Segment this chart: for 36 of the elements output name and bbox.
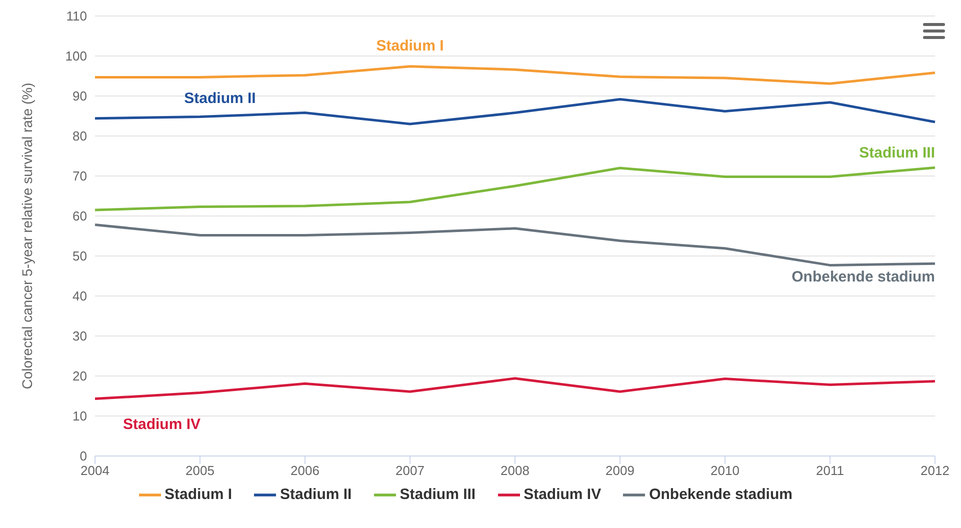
x-tick-label: 2012 bbox=[920, 463, 950, 478]
y-axis-title: Colorectal cancer 5-year relative survival rate (%) bbox=[18, 82, 35, 390]
x-tick-label: 2008 bbox=[500, 463, 530, 478]
legend-label: Onbekende stadium bbox=[649, 486, 792, 503]
legend-label: Stadium II bbox=[280, 486, 352, 503]
y-tick-label: 50 bbox=[72, 248, 87, 264]
x-tick-label: 2007 bbox=[396, 463, 424, 478]
y-tick-label: 80 bbox=[72, 128, 87, 144]
y-tick-label: 110 bbox=[66, 8, 87, 24]
legend-label: Stadium III bbox=[400, 486, 476, 503]
y-tick-label: 0 bbox=[80, 448, 87, 464]
y-tick-label: 30 bbox=[72, 328, 87, 344]
y-tick-label: 20 bbox=[72, 368, 87, 384]
y-tick-label: 10 bbox=[72, 408, 87, 424]
y-tick-label: 70 bbox=[72, 168, 87, 184]
line-series bbox=[94, 377, 936, 400]
x-tick-label: 2004 bbox=[80, 463, 110, 478]
text: Stadium II bbox=[184, 90, 256, 107]
x-tick-label: 2010 bbox=[710, 463, 740, 478]
y-tick-label: 40 bbox=[72, 288, 87, 304]
text: Stadium IV bbox=[123, 416, 201, 433]
x-tick-label: 2005 bbox=[186, 463, 214, 478]
line-series bbox=[94, 166, 936, 212]
legend-label: Stadium IV bbox=[524, 486, 602, 503]
line-series bbox=[94, 65, 936, 85]
y-tick-label: 100 bbox=[65, 48, 87, 64]
y-tick-label: 90 bbox=[72, 88, 87, 104]
line-series bbox=[94, 224, 936, 266]
x-tick-label: 2009 bbox=[606, 463, 634, 478]
text: Stadium III bbox=[859, 144, 935, 162]
text: Onbekende stadium bbox=[792, 268, 935, 286]
legend-label: Stadium I bbox=[164, 486, 232, 503]
x-tick-label: 2006 bbox=[290, 463, 320, 478]
x-tick-label: 2011 bbox=[816, 463, 844, 478]
text: Stadium I bbox=[376, 37, 444, 54]
y-tick-label: 60 bbox=[72, 208, 87, 224]
